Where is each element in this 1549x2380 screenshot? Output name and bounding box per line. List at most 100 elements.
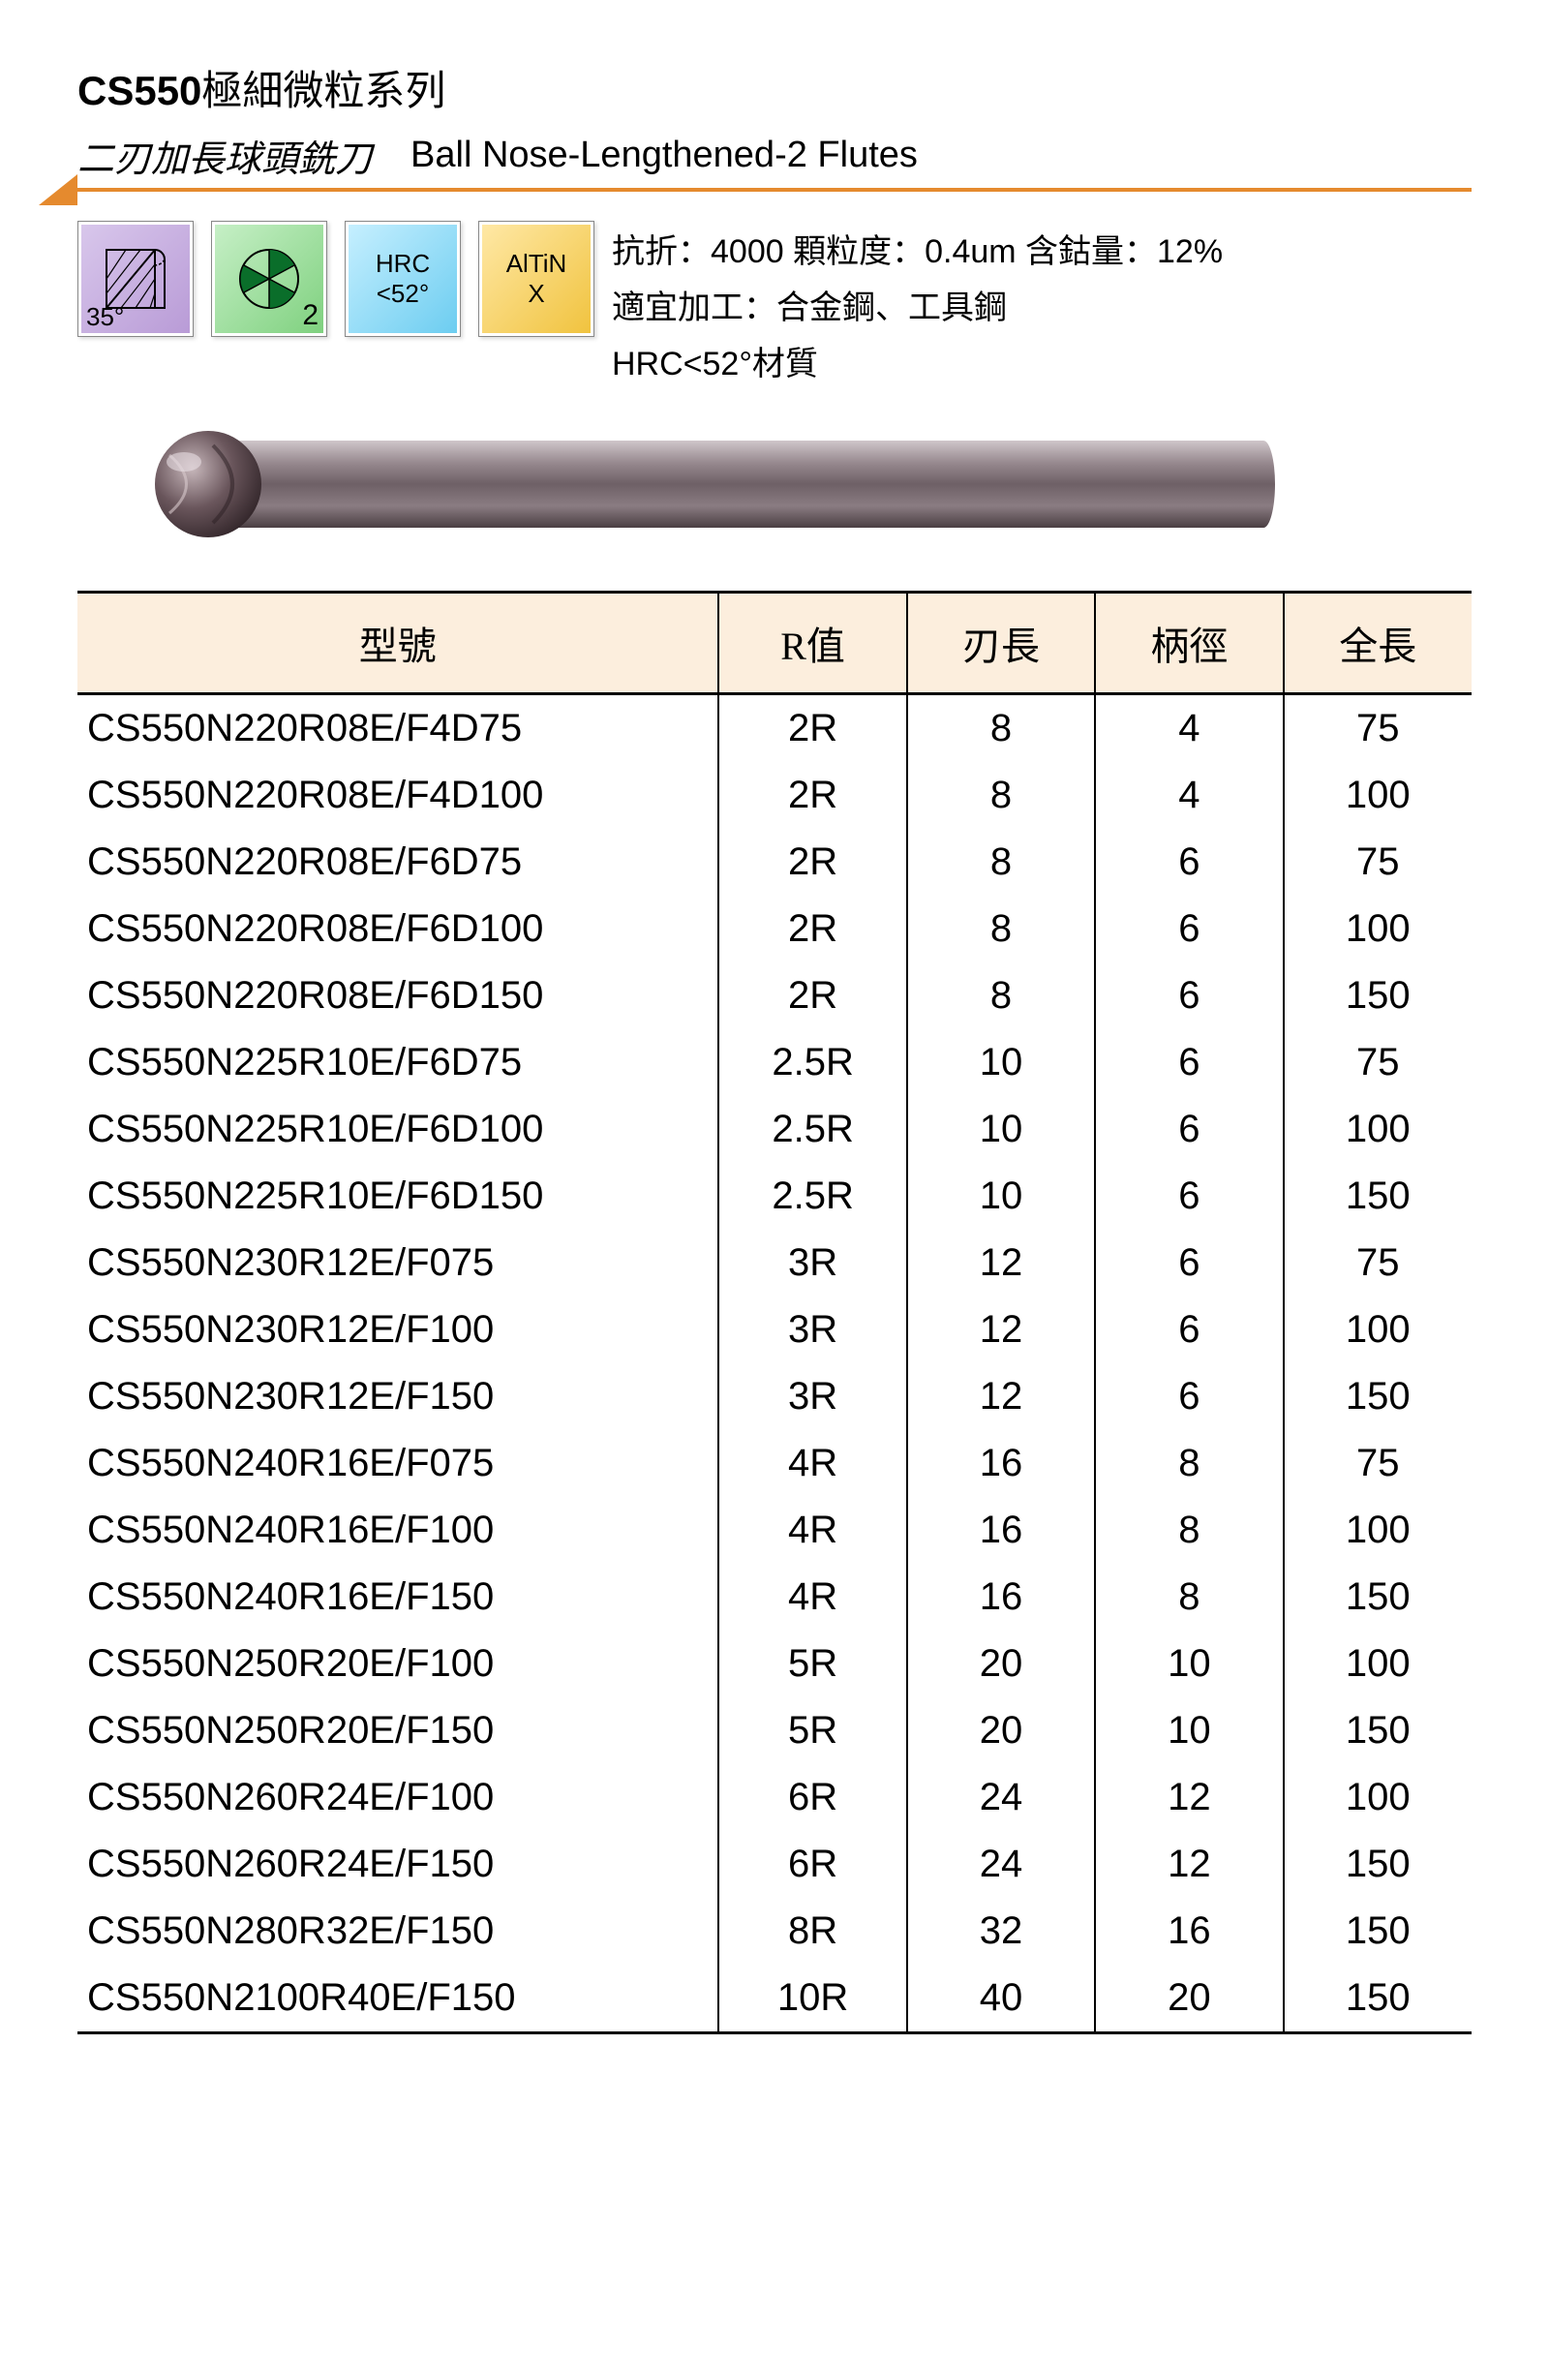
cell-value: 40 xyxy=(907,1965,1095,2033)
flutes-icon xyxy=(230,240,308,318)
cell-value: 2R xyxy=(718,694,906,763)
cell-model: CS550N240R16E/F150 xyxy=(77,1564,718,1631)
table-row: CS550N240R16E/F0754R16875 xyxy=(77,1430,1472,1497)
cell-value: 10 xyxy=(907,1163,1095,1230)
cell-value: 12 xyxy=(907,1230,1095,1297)
spec-table: 型號 R值 刃長 柄徑 全長 CS550N220R08E/F4D752R8475… xyxy=(77,591,1472,2034)
cell-value: 6R xyxy=(718,1764,906,1831)
cell-model: CS550N220R08E/F6D75 xyxy=(77,829,718,896)
cell-model: CS550N250R20E/F150 xyxy=(77,1697,718,1764)
cell-value: 2R xyxy=(718,962,906,1029)
col-shank: 柄徑 xyxy=(1095,593,1283,694)
spec-line-2: 適宜加工：合金鋼、工具鋼 xyxy=(612,281,1223,337)
tool-image xyxy=(116,421,1472,552)
cell-value: 6 xyxy=(1095,896,1283,962)
cell-model: CS550N240R16E/F075 xyxy=(77,1430,718,1497)
cell-value: 6 xyxy=(1095,1096,1283,1163)
cell-value: 2R xyxy=(718,829,906,896)
cell-value: 4R xyxy=(718,1564,906,1631)
hrc-badge: HRC <52° xyxy=(345,221,461,337)
cell-value: 10 xyxy=(907,1096,1095,1163)
helix-angle-label: 35° xyxy=(86,302,124,332)
table-row: CS550N280R32E/F1508R3216150 xyxy=(77,1898,1472,1965)
helix-angle-badge: 35° xyxy=(77,221,194,337)
cell-value: 32 xyxy=(907,1898,1095,1965)
cell-value: 8 xyxy=(907,962,1095,1029)
cell-value: 2R xyxy=(718,896,906,962)
cell-value: 10 xyxy=(907,1029,1095,1096)
cell-value: 100 xyxy=(1284,1497,1472,1564)
cell-value: 100 xyxy=(1284,896,1472,962)
cell-value: 150 xyxy=(1284,962,1472,1029)
cell-value: 20 xyxy=(907,1631,1095,1697)
table-row: CS550N220R08E/F6D1502R86150 xyxy=(77,962,1472,1029)
series-code: CS550 xyxy=(77,68,201,113)
cell-value: 75 xyxy=(1284,829,1472,896)
cell-value: 10 xyxy=(1095,1697,1283,1764)
cell-model: CS550N225R10E/F6D150 xyxy=(77,1163,718,1230)
cell-value: 16 xyxy=(907,1430,1095,1497)
cell-model: CS550N260R24E/F150 xyxy=(77,1831,718,1898)
cell-model: CS550N220R08E/F6D150 xyxy=(77,962,718,1029)
cell-model: CS550N230R12E/F075 xyxy=(77,1230,718,1297)
cell-value: 6 xyxy=(1095,1297,1283,1363)
cell-value: 150 xyxy=(1284,1163,1472,1230)
cell-value: 16 xyxy=(907,1564,1095,1631)
cell-value: 2.5R xyxy=(718,1163,906,1230)
cell-model: CS550N240R16E/F100 xyxy=(77,1497,718,1564)
spec-line-1: 抗折：4000 顆粒度：0.4um 含鈷量：12% xyxy=(612,225,1223,281)
cell-value: 3R xyxy=(718,1297,906,1363)
cell-value: 20 xyxy=(907,1697,1095,1764)
cell-value: 8 xyxy=(907,694,1095,763)
table-header-row: 型號 R值 刃長 柄徑 全長 xyxy=(77,593,1472,694)
cell-value: 4 xyxy=(1095,762,1283,829)
table-row: CS550N240R16E/F1504R168150 xyxy=(77,1564,1472,1631)
cell-model: CS550N260R24E/F100 xyxy=(77,1764,718,1831)
divider-line xyxy=(77,188,1472,192)
col-flute-len: 刃長 xyxy=(907,593,1095,694)
cell-value: 2R xyxy=(718,762,906,829)
cell-value: 3R xyxy=(718,1230,906,1297)
cell-value: 4 xyxy=(1095,694,1283,763)
cell-value: 100 xyxy=(1284,1631,1472,1697)
cell-value: 6 xyxy=(1095,1363,1283,1430)
hrc-value: <52° xyxy=(377,279,430,309)
cell-value: 75 xyxy=(1284,1029,1472,1096)
table-row: CS550N260R24E/F1506R2412150 xyxy=(77,1831,1472,1898)
cell-value: 16 xyxy=(1095,1898,1283,1965)
cell-value: 2.5R xyxy=(718,1096,906,1163)
cell-value: 5R xyxy=(718,1697,906,1764)
cell-value: 8 xyxy=(1095,1497,1283,1564)
cell-value: 75 xyxy=(1284,1230,1472,1297)
cell-value: 6 xyxy=(1095,829,1283,896)
cell-value: 2.5R xyxy=(718,1029,906,1096)
cell-model: CS550N225R10E/F6D100 xyxy=(77,1096,718,1163)
cell-value: 100 xyxy=(1284,1096,1472,1163)
table-row: CS550N220R08E/F6D752R8675 xyxy=(77,829,1472,896)
cell-value: 12 xyxy=(1095,1764,1283,1831)
cell-value: 100 xyxy=(1284,1297,1472,1363)
coating-line2: X xyxy=(528,279,544,309)
cell-model: CS550N220R08E/F6D100 xyxy=(77,896,718,962)
table-row: CS550N225R10E/F6D752.5R10675 xyxy=(77,1029,1472,1096)
cell-value: 100 xyxy=(1284,1764,1472,1831)
table-row: CS550N220R08E/F4D1002R84100 xyxy=(77,762,1472,829)
table-row: CS550N260R24E/F1006R2412100 xyxy=(77,1764,1472,1831)
table-row: CS550N220R08E/F6D1002R86100 xyxy=(77,896,1472,962)
table-row: CS550N230R12E/F0753R12675 xyxy=(77,1230,1472,1297)
cell-value: 10 xyxy=(1095,1631,1283,1697)
cell-value: 150 xyxy=(1284,1363,1472,1430)
cell-value: 20 xyxy=(1095,1965,1283,2033)
cell-value: 6 xyxy=(1095,1029,1283,1096)
cell-value: 3R xyxy=(718,1363,906,1430)
cell-value: 100 xyxy=(1284,762,1472,829)
table-row: CS550N240R16E/F1004R168100 xyxy=(77,1497,1472,1564)
cell-value: 150 xyxy=(1284,1564,1472,1631)
page-title: CS550極細微粒系列 xyxy=(77,58,1472,117)
cell-value: 6R xyxy=(718,1831,906,1898)
flutes-badge: 2 xyxy=(211,221,327,337)
cell-model: CS550N2100R40E/F150 xyxy=(77,1965,718,2033)
cell-value: 16 xyxy=(907,1497,1095,1564)
series-suffix: 極細微粒系列 xyxy=(201,68,445,113)
cell-value: 75 xyxy=(1284,1430,1472,1497)
